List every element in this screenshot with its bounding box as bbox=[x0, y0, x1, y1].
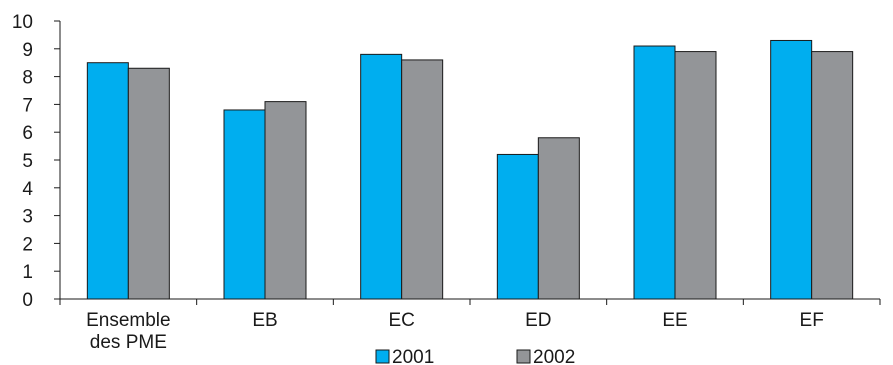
y-tick-label: 5 bbox=[22, 151, 33, 172]
legend-label-2001: 2001 bbox=[392, 347, 434, 365]
category-label: Ensemble bbox=[86, 310, 171, 331]
y-tick-label: 9 bbox=[22, 40, 33, 61]
legend-swatch-2001 bbox=[375, 349, 390, 364]
bar-2002-1 bbox=[264, 101, 307, 300]
category-label: EC bbox=[388, 310, 414, 331]
y-tick-label: 0 bbox=[22, 290, 33, 311]
category-label: des PME bbox=[90, 332, 167, 353]
category-label: EF bbox=[800, 310, 824, 331]
legend: 2001 2002 bbox=[375, 347, 575, 365]
y-tick-label: 3 bbox=[22, 207, 33, 228]
bar-2001-0 bbox=[86, 62, 129, 300]
bars bbox=[86, 39, 854, 300]
bar-2001-3 bbox=[496, 153, 539, 300]
legend-swatch-2002 bbox=[516, 349, 531, 364]
bar-2001-1 bbox=[223, 109, 266, 300]
category-label: EB bbox=[252, 310, 277, 331]
y-tick-label: 8 bbox=[22, 68, 33, 89]
bar-2002-5 bbox=[811, 51, 854, 300]
y-tick-label: 2 bbox=[22, 234, 33, 255]
category-label: EE bbox=[662, 310, 687, 331]
bar-2002-3 bbox=[537, 137, 580, 300]
y-axis: 0 1 2 3 4 5 6 7 8 9 10 bbox=[12, 12, 61, 311]
bar-2002-4 bbox=[674, 51, 717, 300]
bar-2002-0 bbox=[127, 67, 170, 300]
legend-label-2002: 2002 bbox=[533, 347, 575, 365]
y-tick-label: 1 bbox=[22, 262, 33, 283]
y-tick-label: 7 bbox=[22, 95, 33, 116]
bar-2001-4 bbox=[633, 45, 676, 300]
y-tick-label: 4 bbox=[22, 179, 33, 200]
y-tick-label: 10 bbox=[12, 12, 33, 33]
y-tick-label: 6 bbox=[22, 123, 33, 144]
bar-2002-2 bbox=[401, 59, 444, 300]
bar-2001-2 bbox=[360, 53, 403, 300]
category-label: ED bbox=[525, 310, 551, 331]
bar-2001-5 bbox=[770, 39, 813, 300]
